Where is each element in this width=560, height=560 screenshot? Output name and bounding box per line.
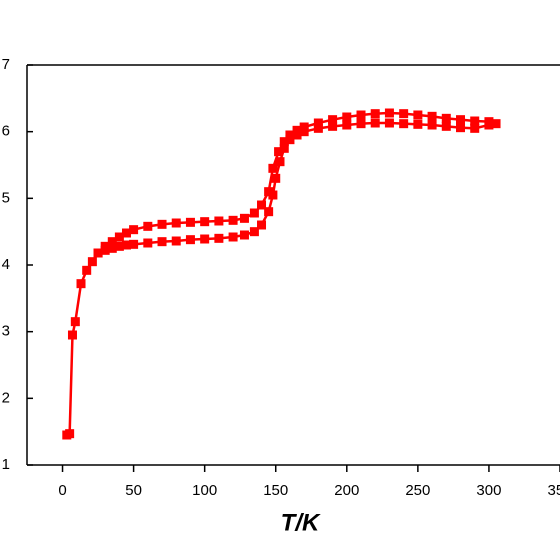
data-point — [292, 125, 302, 135]
data-point — [249, 208, 259, 218]
data-point — [274, 147, 284, 157]
data-point — [239, 230, 249, 240]
y-tick-label: 5 — [2, 189, 10, 206]
data-point — [157, 237, 167, 247]
data-point — [200, 217, 210, 227]
data-point — [239, 213, 249, 223]
data-point — [456, 115, 466, 125]
data-point — [279, 143, 289, 153]
y-tick-label: 2 — [2, 389, 10, 406]
data-point — [249, 227, 259, 237]
data-point — [65, 429, 75, 439]
data-point — [114, 241, 124, 251]
data-point — [299, 127, 309, 137]
data-point — [93, 248, 103, 258]
data-point — [129, 239, 139, 249]
x-tick-label: 350 — [547, 482, 560, 499]
x-axis-label: T/K — [281, 509, 321, 536]
y-tick-label: 1 — [2, 456, 10, 473]
data-point — [313, 118, 323, 128]
data-point — [107, 237, 117, 247]
data-point — [279, 137, 289, 147]
data-point — [100, 245, 110, 255]
x-tick-label: 0 — [58, 482, 66, 499]
data-point — [67, 330, 77, 340]
data-point — [399, 119, 409, 129]
x-tick-label: 300 — [476, 482, 501, 499]
data-point — [313, 123, 323, 133]
data-point — [456, 123, 466, 133]
data-point — [171, 218, 181, 228]
x-tick-label: 150 — [263, 482, 288, 499]
x-tick-label: 250 — [405, 482, 430, 499]
data-point — [292, 130, 302, 140]
data-point — [275, 157, 285, 167]
data-point — [143, 221, 153, 231]
data-point — [268, 163, 278, 173]
data-point — [342, 112, 352, 122]
data-point — [121, 240, 131, 250]
data-point — [171, 236, 181, 246]
data-point — [370, 118, 380, 128]
data-point — [87, 257, 97, 267]
data-point — [356, 110, 366, 120]
data-point — [264, 207, 274, 217]
data-point — [70, 317, 80, 327]
data-point — [214, 233, 224, 243]
data-point — [121, 228, 131, 238]
data-point — [356, 119, 366, 129]
data-point — [491, 119, 501, 129]
data-point — [107, 243, 117, 253]
y-tick-label: 6 — [2, 123, 10, 140]
data-point — [441, 113, 451, 123]
data-point — [200, 234, 210, 244]
data-point — [143, 238, 153, 248]
y-tick-label: 7 — [2, 56, 10, 73]
data-point — [185, 235, 195, 245]
data-point — [271, 173, 281, 183]
data-point — [257, 200, 267, 210]
data-point — [413, 110, 423, 120]
data-point — [370, 109, 380, 119]
data-point — [427, 111, 437, 121]
data-point — [384, 118, 394, 128]
data-point — [185, 217, 195, 227]
data-point — [228, 215, 238, 225]
data-point — [129, 225, 139, 235]
data-point — [76, 279, 86, 289]
data-point — [441, 121, 451, 131]
data-point — [328, 121, 338, 131]
data-point — [268, 190, 278, 200]
y-tick-label: 4 — [2, 256, 10, 273]
data-point — [228, 232, 238, 242]
y-tick-label: 3 — [2, 323, 10, 340]
data-point — [342, 120, 352, 130]
data-point — [328, 115, 338, 125]
x-tick-label: 50 — [125, 482, 142, 499]
data-point — [157, 219, 167, 229]
data-point — [285, 135, 295, 145]
data-point — [427, 120, 437, 130]
data-point — [413, 119, 423, 129]
data-point — [114, 232, 124, 242]
x-tick-label: 200 — [334, 482, 359, 499]
data-point — [214, 216, 224, 226]
data-point — [257, 220, 267, 230]
data-point — [384, 108, 394, 118]
data-point — [82, 265, 92, 275]
data-point — [484, 120, 494, 130]
data-point — [470, 123, 480, 133]
data-point — [285, 130, 295, 140]
data-point — [470, 116, 480, 126]
x-tick-label: 100 — [192, 482, 217, 499]
data-point — [299, 122, 309, 132]
data-point — [399, 109, 409, 119]
